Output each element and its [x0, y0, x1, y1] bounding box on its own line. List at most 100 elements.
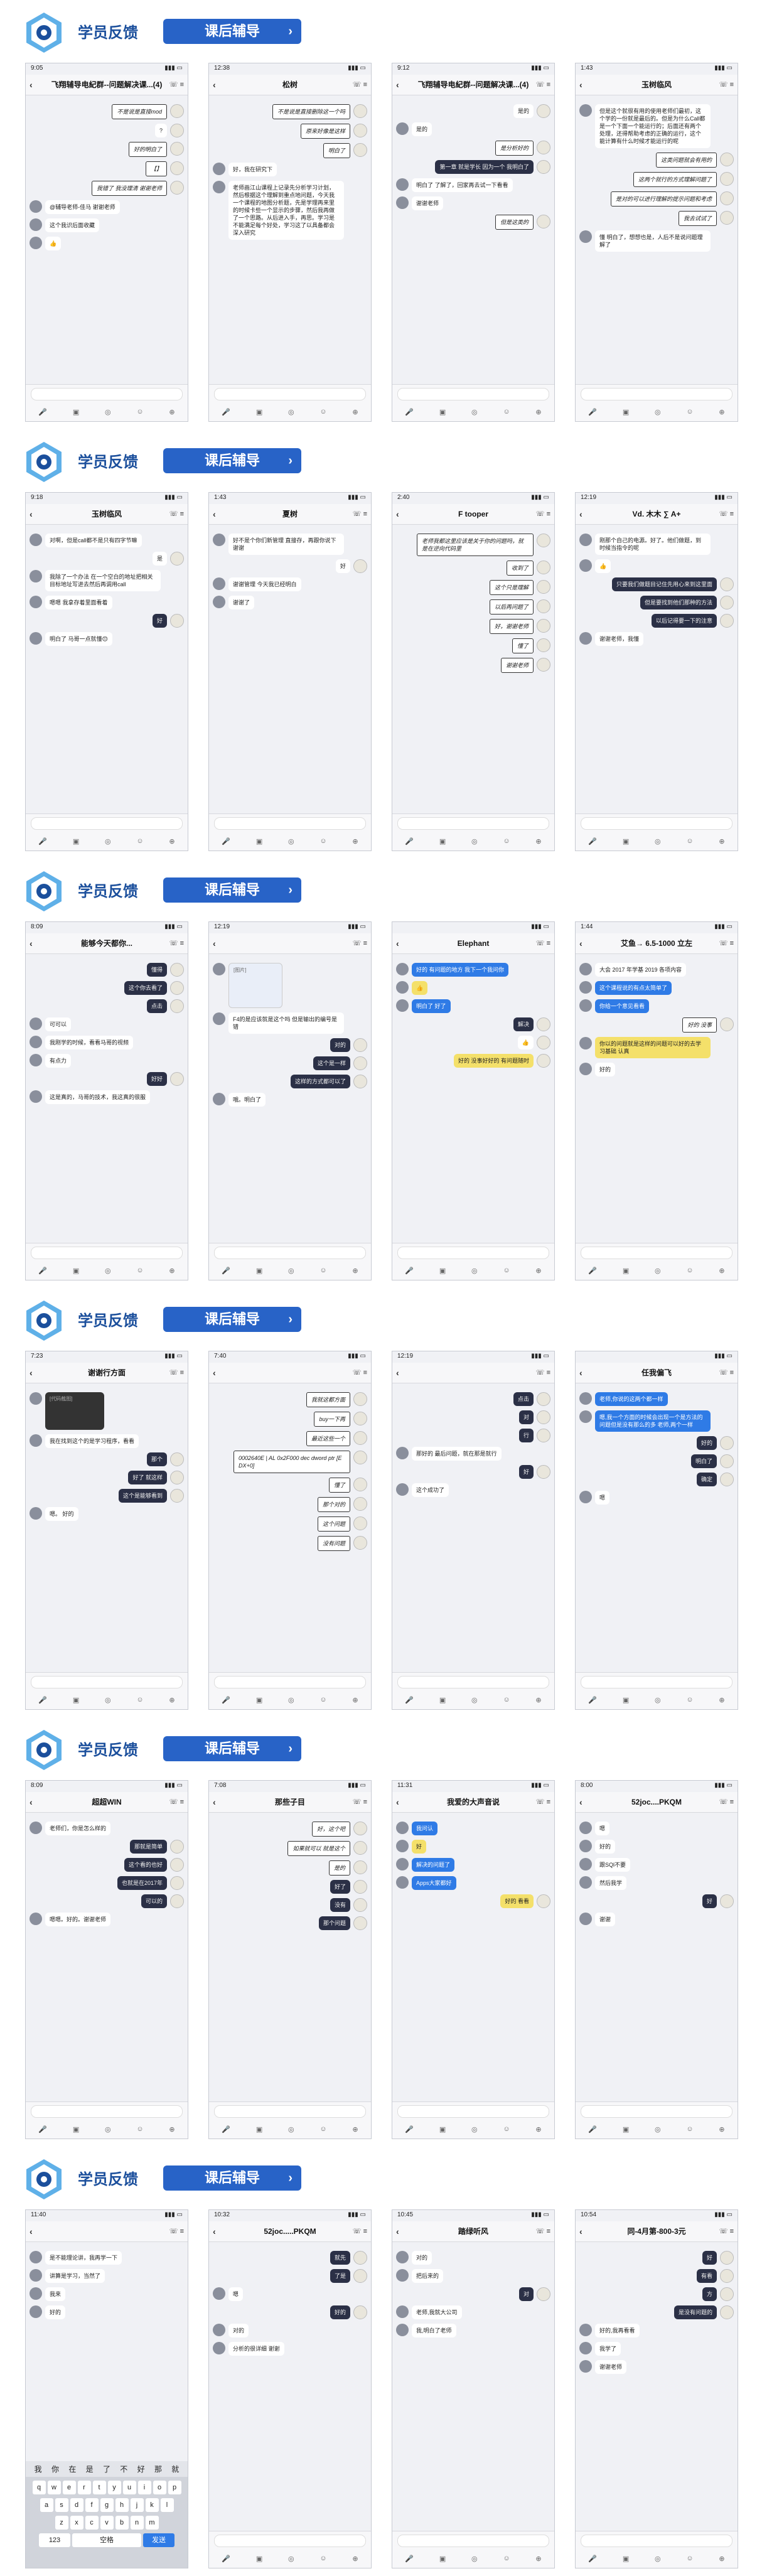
- avatar[interactable]: [579, 2360, 592, 2373]
- avatar[interactable]: [213, 163, 225, 175]
- avatar[interactable]: [353, 559, 367, 573]
- back-icon[interactable]: ‹: [30, 1797, 33, 1807]
- message-bubble[interactable]: 分析的很详细 谢谢: [228, 2342, 284, 2356]
- avatar[interactable]: [30, 1017, 42, 1030]
- camera-icon[interactable]: ◎: [471, 837, 478, 845]
- camera-icon[interactable]: ◎: [655, 2555, 661, 2563]
- after-class-button[interactable]: 课后辅导 ›: [163, 877, 301, 903]
- call-menu-icon[interactable]: ☏ ≡: [169, 510, 184, 518]
- image-icon[interactable]: ▣: [439, 837, 446, 845]
- message-input[interactable]: [581, 2105, 732, 2118]
- plus-icon[interactable]: ⊕: [352, 408, 358, 416]
- message-bubble[interactable]: 是不能理论讲，我再学一下: [45, 2251, 122, 2265]
- avatar[interactable]: [579, 1410, 592, 1423]
- candidate-key[interactable]: 不: [120, 2465, 128, 2474]
- back-icon[interactable]: ‹: [396, 1797, 399, 1807]
- avatar[interactable]: [353, 1392, 367, 1406]
- camera-icon[interactable]: ◎: [471, 1267, 478, 1275]
- image-icon[interactable]: ▣: [622, 408, 630, 416]
- avatar[interactable]: [720, 2305, 734, 2319]
- message-input[interactable]: [397, 388, 549, 400]
- back-icon[interactable]: ‹: [579, 2226, 582, 2236]
- plus-icon[interactable]: ⊕: [169, 408, 175, 416]
- message-bubble[interactable]: 好的: [45, 2305, 66, 2319]
- camera-icon[interactable]: ◎: [655, 408, 661, 416]
- image-icon[interactable]: ▣: [622, 1696, 630, 1704]
- message-input[interactable]: [214, 1247, 366, 1259]
- plus-icon[interactable]: ⊕: [535, 1696, 542, 1704]
- avatar[interactable]: [396, 1447, 409, 1459]
- message-bubble[interactable]: 嗯,我一个方面的时候会出现一个是方法的问题但是没有那么的多 老师,两个一样: [595, 1410, 711, 1432]
- avatar[interactable]: [170, 1876, 184, 1890]
- avatar[interactable]: [30, 200, 42, 213]
- call-menu-icon[interactable]: ☏ ≡: [169, 2228, 184, 2235]
- message-bubble[interactable]: 好了 就这样: [128, 1471, 167, 1484]
- message-bubble[interactable]: [图片]: [228, 963, 282, 1008]
- message-input[interactable]: [581, 1676, 732, 1688]
- emoji-icon[interactable]: ☺: [503, 837, 510, 845]
- message-bubble[interactable]: 谢谢管理 今天我已经明白: [228, 577, 301, 591]
- message-bubble[interactable]: 不是说是直接mod: [112, 104, 167, 119]
- avatar[interactable]: [579, 534, 592, 546]
- camera-icon[interactable]: ◎: [105, 1696, 111, 1704]
- avatar[interactable]: [537, 2287, 550, 2301]
- avatar[interactable]: [720, 2269, 734, 2283]
- message-bubble[interactable]: 谢谢老师: [500, 658, 534, 673]
- emoji-icon[interactable]: ☺: [319, 1696, 327, 1704]
- message-bubble[interactable]: 这个只是理解: [489, 580, 534, 595]
- message-bubble[interactable]: 原来好像是这样: [300, 124, 350, 139]
- avatar[interactable]: [720, 1454, 734, 1468]
- after-class-button[interactable]: 课后辅导 ›: [163, 1736, 301, 1761]
- message-bubble[interactable]: 然后我学: [595, 1876, 627, 1890]
- camera-icon[interactable]: ◎: [288, 837, 294, 845]
- back-icon[interactable]: ‹: [396, 80, 399, 90]
- avatar[interactable]: [537, 619, 550, 633]
- mic-icon[interactable]: 🎤: [38, 2125, 48, 2133]
- message-bubble[interactable]: 谢谢老师，我懂: [595, 632, 644, 646]
- avatar[interactable]: [537, 534, 550, 547]
- call-menu-icon[interactable]: ☏ ≡: [352, 1798, 367, 1806]
- message-bubble[interactable]: 明白了: [323, 143, 350, 158]
- avatar[interactable]: [353, 2251, 367, 2265]
- back-icon[interactable]: ‹: [579, 1797, 582, 1807]
- candidate-key[interactable]: 我: [34, 2465, 42, 2474]
- avatar[interactable]: [30, 2305, 42, 2318]
- message-bubble[interactable]: 对: [518, 2287, 534, 2301]
- avatar[interactable]: [579, 1840, 592, 1852]
- image-icon[interactable]: ▣: [255, 2555, 263, 2563]
- avatar[interactable]: [353, 104, 367, 118]
- camera-icon[interactable]: ◎: [105, 408, 111, 416]
- message-input[interactable]: [397, 2535, 549, 2547]
- call-menu-icon[interactable]: ☏ ≡: [535, 81, 550, 89]
- message-bubble[interactable]: 是对的可以进行理解的提示问题和考虑: [610, 191, 717, 207]
- avatar[interactable]: [396, 196, 409, 209]
- message-bubble[interactable]: 好的 没事好好的 有问题随时: [453, 1054, 534, 1068]
- image-icon[interactable]: ▣: [255, 837, 263, 845]
- back-icon[interactable]: ‹: [30, 1368, 33, 1378]
- avatar[interactable]: [720, 153, 734, 166]
- mic-icon[interactable]: 🎤: [588, 2125, 598, 2133]
- avatar[interactable]: [396, 1483, 409, 1496]
- message-input[interactable]: [31, 388, 183, 400]
- plus-icon[interactable]: ⊕: [169, 2125, 175, 2133]
- message-bubble[interactable]: 好的: [330, 2305, 350, 2319]
- message-bubble[interactable]: 懂了: [328, 1478, 350, 1493]
- avatar[interactable]: [537, 561, 550, 574]
- back-icon[interactable]: ‹: [30, 938, 33, 948]
- image-icon[interactable]: ▣: [439, 1696, 446, 1704]
- message-bubble[interactable]: 老师,我就大公司: [412, 2305, 462, 2319]
- message-bubble[interactable]: 我错了 我没理清 谢谢老师: [91, 181, 167, 196]
- avatar[interactable]: [170, 142, 184, 156]
- avatar[interactable]: [170, 161, 184, 175]
- avatar[interactable]: [537, 580, 550, 594]
- avatar[interactable]: [537, 104, 550, 118]
- plus-icon[interactable]: ⊕: [535, 408, 542, 416]
- avatar[interactable]: [579, 1858, 592, 1870]
- call-menu-icon[interactable]: ☏ ≡: [719, 1369, 734, 1377]
- camera-icon[interactable]: ◎: [471, 1696, 478, 1704]
- image-icon[interactable]: ▣: [72, 2125, 80, 2133]
- key[interactable]: r: [77, 2481, 91, 2494]
- plus-icon[interactable]: ⊕: [352, 1267, 358, 1275]
- emoji-icon[interactable]: ☺: [319, 408, 327, 416]
- avatar[interactable]: [353, 143, 367, 157]
